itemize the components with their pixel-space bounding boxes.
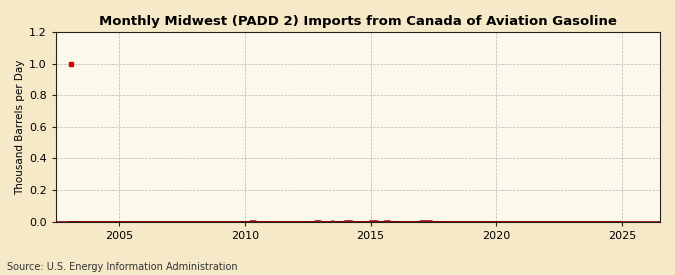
Title: Monthly Midwest (PADD 2) Imports from Canada of Aviation Gasoline: Monthly Midwest (PADD 2) Imports from Ca… bbox=[99, 15, 617, 28]
Text: Source: U.S. Energy Information Administration: Source: U.S. Energy Information Administ… bbox=[7, 262, 238, 272]
Y-axis label: Thousand Barrels per Day: Thousand Barrels per Day bbox=[15, 59, 25, 194]
